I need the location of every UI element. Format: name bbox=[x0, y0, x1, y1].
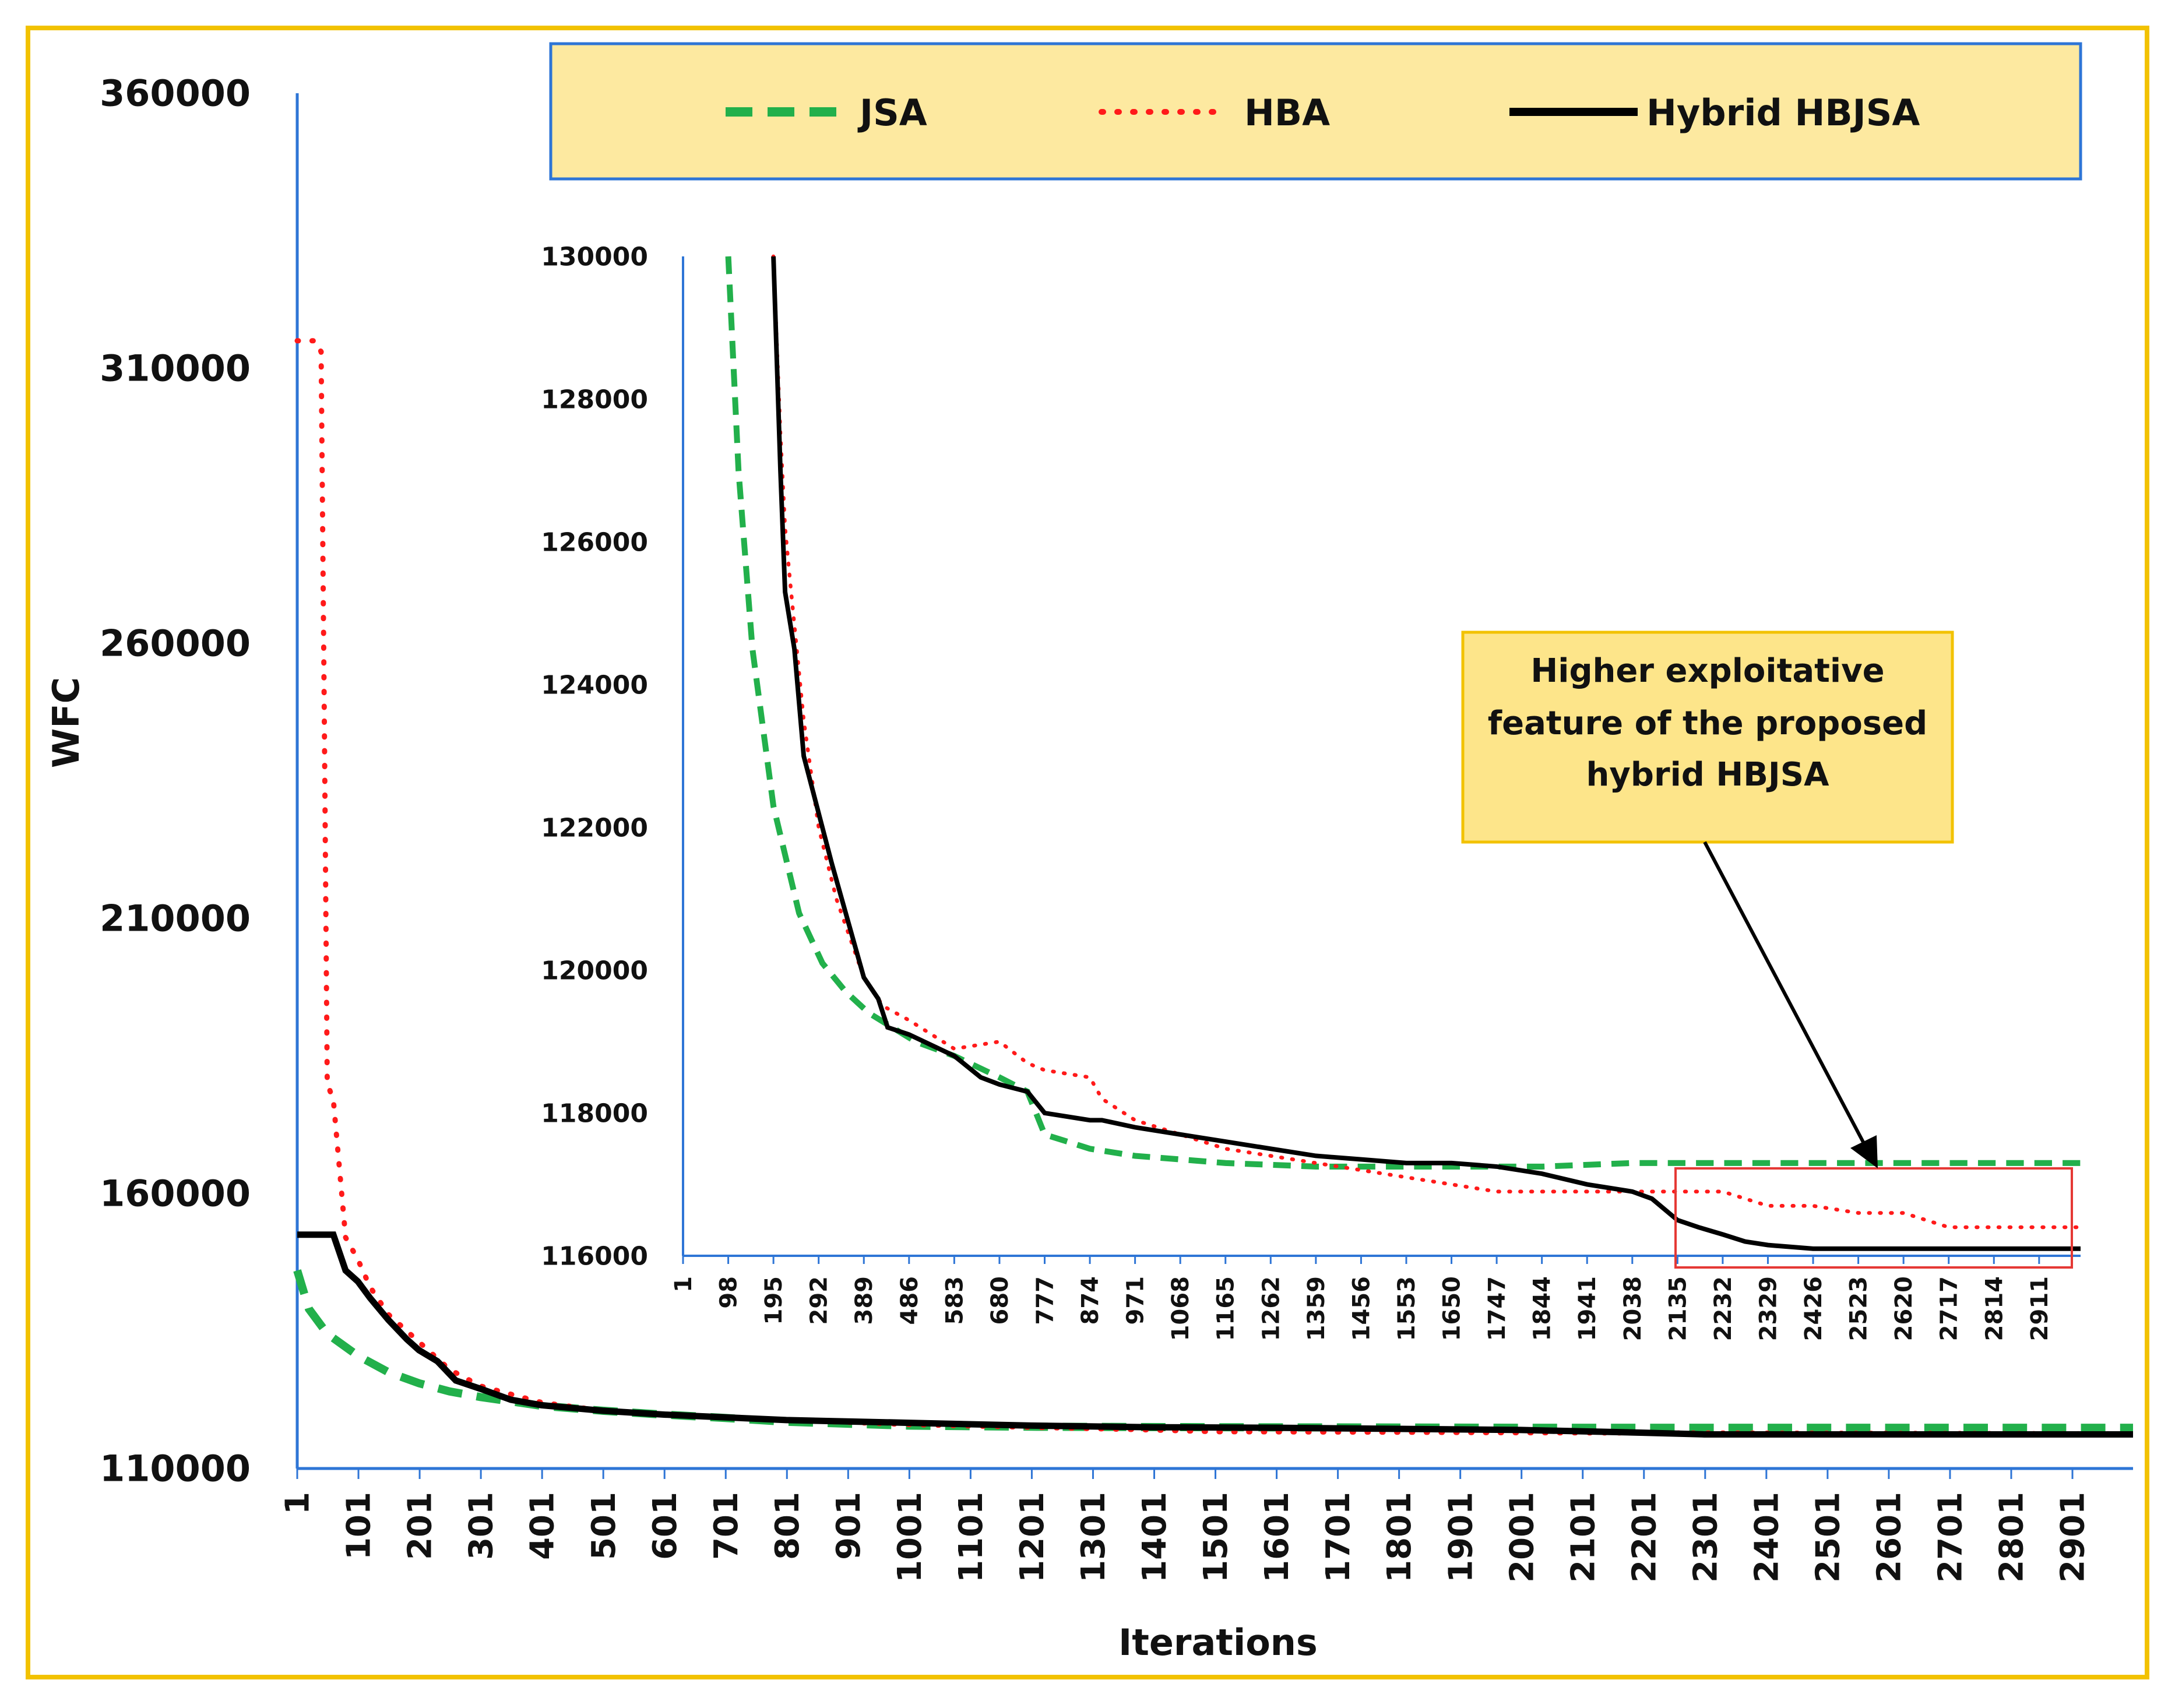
inset-y-tick-label: 130000 bbox=[541, 242, 648, 272]
inset-y-tick-label: 118000 bbox=[541, 1098, 648, 1128]
inset-x-tick-label: 1 bbox=[670, 1276, 697, 1293]
main-y-tick-label: 310000 bbox=[100, 347, 251, 390]
inset-x-tick-label: 2232 bbox=[1710, 1276, 1737, 1341]
callout-line-3: hybrid HBJSA bbox=[1586, 756, 1830, 794]
main-y-tick-label: 360000 bbox=[100, 72, 251, 115]
callout-arrow bbox=[1703, 841, 1870, 1152]
main-x-tick-label: 1 bbox=[279, 1492, 317, 1515]
legend-label-hybrid: Hybrid HBJSA bbox=[1646, 91, 1920, 134]
inset-y-tick-label: 120000 bbox=[541, 956, 648, 985]
inset-x-tick-label: 1650 bbox=[1439, 1276, 1466, 1341]
main-x-tick-label: 1301 bbox=[1075, 1492, 1113, 1583]
inset-y-tick-label: 122000 bbox=[541, 813, 648, 843]
inset-x-tick-label: 1747 bbox=[1484, 1276, 1511, 1341]
inset-x-tick-label: 195 bbox=[761, 1276, 787, 1325]
inset-x-tick-label: 2814 bbox=[1981, 1276, 2008, 1341]
inset-x-tick-label: 680 bbox=[987, 1276, 1013, 1325]
main-x-tick-label: 2001 bbox=[1503, 1492, 1541, 1583]
inset-y-tick-label: 128000 bbox=[541, 385, 648, 414]
inset-x-tick-label: 2911 bbox=[2026, 1276, 2053, 1341]
inset-x-tick-label: 777 bbox=[1032, 1276, 1058, 1325]
legend-box bbox=[549, 42, 2082, 181]
main-x-tick-label: 2801 bbox=[1993, 1492, 2031, 1583]
main-x-tick-label: 2701 bbox=[1932, 1492, 1970, 1583]
inset-x-tick-label: 1262 bbox=[1258, 1276, 1284, 1341]
legend-label-jsa: JSA bbox=[857, 91, 927, 134]
inset-x-tick-label: 2329 bbox=[1755, 1276, 1782, 1341]
main-y-tick-label: 260000 bbox=[100, 622, 251, 665]
inset-x-tick-label: 1359 bbox=[1303, 1276, 1330, 1341]
callout-line-1: Higher exploitative bbox=[1530, 652, 1884, 690]
main-series-hba bbox=[294, 338, 2136, 1436]
main-y-tick-label: 160000 bbox=[100, 1172, 251, 1215]
inset-x-tick-label: 292 bbox=[806, 1276, 833, 1325]
main-x-tick-label: 1501 bbox=[1197, 1492, 1235, 1583]
main-x-tick-label: 2501 bbox=[1809, 1492, 1847, 1583]
main-x-tick-label: 301 bbox=[463, 1492, 501, 1560]
main-x-tick-label: 2601 bbox=[1871, 1492, 1909, 1583]
inset-x-tick-label: 389 bbox=[851, 1276, 878, 1325]
main-x-tick-label: 2301 bbox=[1687, 1492, 1724, 1583]
inset-x-tick-label: 1844 bbox=[1529, 1276, 1556, 1341]
main-x-tick-label: 201 bbox=[402, 1492, 439, 1560]
inset-x-tick-label: 98 bbox=[716, 1276, 742, 1309]
figure-frame bbox=[26, 26, 2149, 1679]
highlight-box bbox=[1674, 1167, 2073, 1269]
inset-x-tick-label: 486 bbox=[896, 1276, 923, 1325]
main-x-tick-label: 2101 bbox=[1564, 1492, 1602, 1583]
main-x-tick-label: 1401 bbox=[1136, 1492, 1174, 1583]
inset-series-jsa bbox=[725, 256, 2081, 1170]
main-x-tick-label: 1701 bbox=[1319, 1492, 1357, 1583]
main-x-tick-label: 101 bbox=[340, 1492, 378, 1560]
inset-y-tick-label: 126000 bbox=[541, 527, 648, 557]
main-x-tick-label: 2201 bbox=[1625, 1492, 1663, 1583]
inset-x-tick-label: 2135 bbox=[1664, 1276, 1691, 1341]
annotation-callout: Higher exploitative feature of the propo… bbox=[1461, 631, 1954, 1168]
main-x-tick-label: 501 bbox=[585, 1492, 623, 1560]
callout-box bbox=[1461, 631, 1954, 844]
inset-x-tick-label: 2426 bbox=[1800, 1276, 1827, 1341]
main-x-tick-label: 2901 bbox=[2054, 1492, 2092, 1583]
legend: JSA HBA Hybrid HBJSA bbox=[549, 42, 2082, 181]
main-x-axis-title: Iterations bbox=[1118, 1621, 1318, 1664]
inset-x-tick-label: 2620 bbox=[1891, 1276, 1917, 1341]
main-x-tick-label: 1001 bbox=[891, 1492, 929, 1583]
inset-x-tick-label: 1068 bbox=[1167, 1276, 1194, 1341]
main-x-tick-label: 1101 bbox=[952, 1492, 990, 1583]
inset-x-tick-label: 874 bbox=[1077, 1276, 1104, 1325]
inset-x-tick-label: 971 bbox=[1122, 1276, 1149, 1325]
main-x-tick-label: 401 bbox=[524, 1492, 562, 1560]
inset-x-tick-label: 1553 bbox=[1393, 1276, 1420, 1341]
main-series-hybrid-hbjsa bbox=[297, 1231, 2133, 1438]
main-x-tick-label: 801 bbox=[769, 1492, 807, 1560]
inset-x-tick-label: 1456 bbox=[1348, 1276, 1375, 1341]
main-x-tick-label: 2401 bbox=[1748, 1492, 1786, 1583]
callout-arrowhead bbox=[1850, 1135, 1878, 1168]
main-x-tick-label: 1801 bbox=[1381, 1492, 1419, 1583]
inset-x-tick-label: 2038 bbox=[1620, 1276, 1646, 1341]
main-y-tick-label: 210000 bbox=[100, 897, 251, 940]
inset-series-hybrid-hbjsa bbox=[771, 256, 2081, 1251]
inset-chart: 116000 118000 120000 122000 124000 126000 1280… bbox=[541, 242, 2083, 1341]
inset-x-tick-label: 583 bbox=[941, 1276, 968, 1325]
inset-x-tick-label: 2523 bbox=[1846, 1276, 1873, 1341]
legend-label-hba: HBA bbox=[1244, 91, 1330, 134]
main-x-tick-label: 1901 bbox=[1442, 1492, 1480, 1583]
main-x-tick-label: 901 bbox=[830, 1492, 868, 1560]
main-x-tick-label: 1201 bbox=[1013, 1492, 1051, 1583]
inset-x-tick-label: 2717 bbox=[1936, 1276, 1963, 1341]
main-x-tick-label: 601 bbox=[646, 1492, 684, 1560]
main-y-tick-label: 110000 bbox=[100, 1448, 251, 1490]
inset-x-tick-label: 1165 bbox=[1213, 1276, 1240, 1341]
main-y-axis-title: WFC bbox=[45, 677, 87, 768]
inset-y-tick-label: 124000 bbox=[541, 670, 648, 700]
callout-line-2: feature of the proposed bbox=[1488, 705, 1927, 742]
inset-x-tick-label: 1941 bbox=[1574, 1276, 1601, 1341]
inset-series-hba bbox=[771, 254, 2083, 1230]
inset-y-tick-label: 116000 bbox=[541, 1241, 648, 1271]
main-x-tick-label: 701 bbox=[708, 1492, 745, 1560]
main-x-tick-label: 1601 bbox=[1258, 1492, 1296, 1583]
